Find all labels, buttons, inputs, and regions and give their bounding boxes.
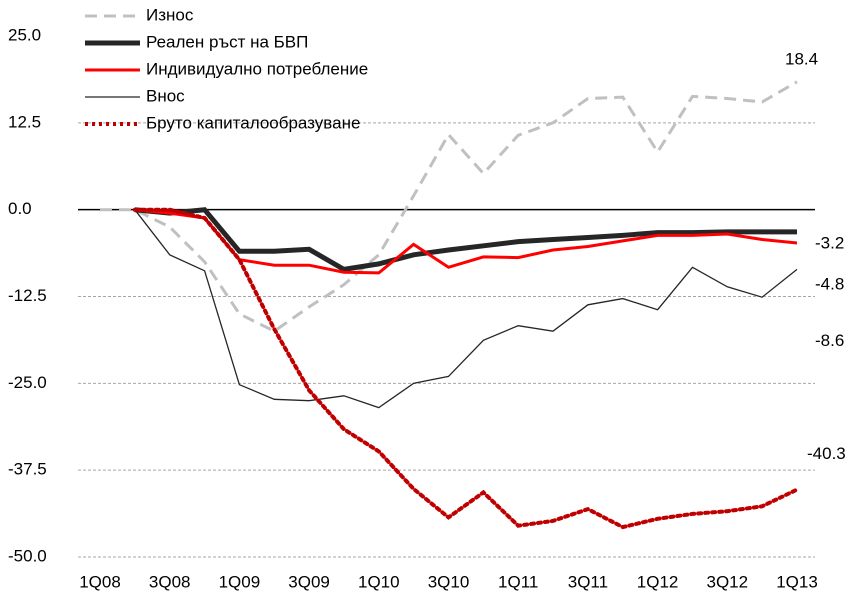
series-line <box>134 208 798 275</box>
y-tick-label: -50.0 <box>8 546 47 565</box>
y-tick-label: 25.0 <box>8 25 41 44</box>
legend-label: Бруто капиталообразуване <box>146 113 360 132</box>
series-line <box>100 80 798 333</box>
legend-label: Внос <box>146 86 185 105</box>
y-tick-label: 12.5 <box>8 112 41 131</box>
x-tick-label: 3Q09 <box>288 572 330 591</box>
data-label: -4.8 <box>815 274 844 293</box>
x-tick-label: 1Q08 <box>79 572 121 591</box>
x-tick-label: 1Q11 <box>498 572 538 591</box>
y-tick-label: 0.0 <box>8 199 32 218</box>
legend-label: Износ <box>146 5 194 24</box>
legend-label: Реален ръст на БВП <box>146 32 308 51</box>
series-line <box>132 207 799 530</box>
y-tick-label: -25.0 <box>8 373 47 392</box>
y-tick-label: -37.5 <box>8 460 47 479</box>
data-label: 18.4 <box>785 49 818 68</box>
x-tick-label: 3Q12 <box>707 572 749 591</box>
y-tick-label: -12.5 <box>8 286 47 305</box>
x-tick-label: 1Q10 <box>358 572 400 591</box>
x-tick-label: 1Q09 <box>219 572 261 591</box>
legend-label: Индивидуално потребление <box>146 59 368 78</box>
x-tick-label: 3Q11 <box>568 572 608 591</box>
series-line <box>134 207 797 273</box>
x-tick-label: 3Q10 <box>428 572 470 591</box>
data-label: -3.2 <box>815 233 844 252</box>
x-tick-label: 3Q08 <box>149 572 191 591</box>
series-line <box>134 209 798 409</box>
x-tick-label: 1Q12 <box>637 572 679 591</box>
x-tick-label: 1Q13 <box>776 572 818 591</box>
data-label: -40.3 <box>807 444 846 463</box>
data-label: -8.6 <box>815 331 844 350</box>
